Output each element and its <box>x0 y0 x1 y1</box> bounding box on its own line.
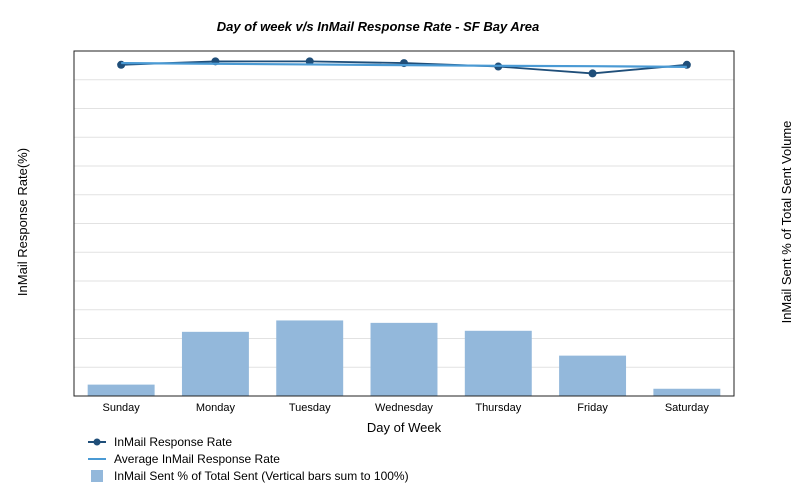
x-tick-label: Thursday <box>475 402 521 414</box>
bar-tuesday <box>276 320 344 396</box>
line-series <box>117 57 691 78</box>
y-axis-label-left: InMail Response Rate(%) <box>15 148 30 296</box>
bar-monday <box>181 331 249 396</box>
x-tick-label: Friday <box>577 402 608 414</box>
legend-item-average-response-rate: Average InMail Response Rate <box>88 452 280 466</box>
series-line-1 <box>121 61 687 68</box>
bar-wednesday <box>370 322 438 396</box>
legend-item-response-rate: InMail Response Rate <box>88 435 232 449</box>
bar-thursday <box>464 330 532 396</box>
legend-swatch-bar <box>91 470 103 482</box>
legend: InMail Response Rate Average InMail Resp… <box>88 435 409 483</box>
legend-label: Average InMail Response Rate <box>114 452 280 466</box>
plot-frame <box>73 50 735 397</box>
x-tick-label: Tuesday <box>289 402 331 414</box>
x-tick-label: Monday <box>196 402 236 414</box>
bar-series <box>87 320 721 396</box>
legend-swatch-marker <box>93 438 101 446</box>
bar-saturday <box>653 388 721 396</box>
x-tick-label: Saturday <box>665 402 710 414</box>
point-friday <box>588 69 597 78</box>
x-tick-label: Wednesday <box>375 402 433 414</box>
legend-label: InMail Response Rate <box>114 435 232 449</box>
legend-label: InMail Sent % of Total Sent (Vertical ba… <box>114 469 409 483</box>
bar-friday <box>559 355 627 396</box>
y-axis-label-right: InMail Sent % of Total Sent Volume <box>779 121 794 324</box>
x-tick-labels: Sunday Monday Tuesday Wednesday Thursday Frid… <box>102 402 709 414</box>
x-tick-label: Sunday <box>102 402 140 414</box>
legend-item-inmail-sent: InMail Sent % of Total Sent (Vertical ba… <box>91 469 409 483</box>
bar-sunday <box>87 384 155 396</box>
chart-title: Day of week v/s InMail Response Rate - S… <box>217 19 539 34</box>
x-axis-label: Day of Week <box>367 420 442 435</box>
